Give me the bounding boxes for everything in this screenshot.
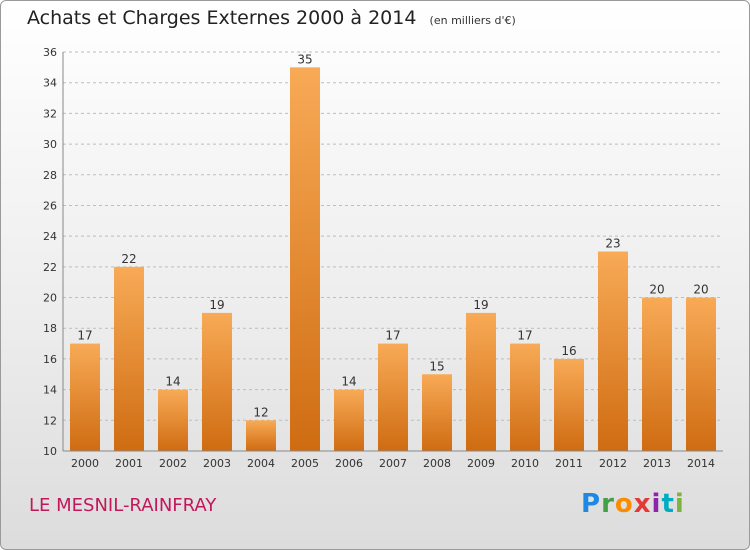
- bar-2002: [158, 389, 188, 451]
- y-tick-label: 22: [43, 261, 57, 274]
- bar-value-label: 20: [649, 283, 664, 297]
- logo-letter: x: [633, 489, 652, 519]
- bar-value-label: 20: [693, 283, 708, 297]
- title-row: Achats et Charges Externes 2000 à 2014 (…: [27, 7, 516, 29]
- bar-value-label: 22: [121, 252, 136, 266]
- x-tick-label: 2004: [247, 457, 275, 470]
- y-tick-label: 20: [43, 292, 57, 305]
- y-tick-label: 18: [43, 322, 57, 335]
- y-tick-label: 26: [43, 199, 57, 212]
- y-tick-label: 10: [43, 445, 57, 458]
- bar-value-label: 17: [77, 329, 92, 343]
- bar-2006: [334, 389, 364, 451]
- logo-letter: i: [674, 489, 685, 519]
- y-tick-label: 36: [43, 46, 57, 59]
- x-tick-label: 2000: [71, 457, 99, 470]
- bar-2007: [378, 343, 408, 451]
- bar-value-label: 17: [385, 329, 400, 343]
- bar-2003: [202, 312, 232, 451]
- x-tick-label: 2001: [115, 457, 143, 470]
- y-tick-label: 24: [43, 230, 57, 243]
- bar-2011: [554, 358, 584, 451]
- x-tick-label: 2013: [643, 457, 671, 470]
- y-tick-label: 30: [43, 138, 57, 151]
- bar-2008: [422, 374, 452, 451]
- logo-letter: o: [614, 489, 634, 519]
- bar-value-label: 14: [341, 375, 356, 389]
- proxiti-logo[interactable]: Proxiti: [581, 489, 685, 519]
- bar-2000: [70, 343, 100, 451]
- x-tick-label: 2007: [379, 457, 407, 470]
- x-tick-label: 2009: [467, 457, 495, 470]
- logo-letter: r: [601, 489, 615, 519]
- y-tick-label: 16: [43, 353, 57, 366]
- chart-unit: (en milliers d'€): [429, 14, 516, 27]
- bar-value-label: 17: [517, 329, 532, 343]
- y-tick-label: 12: [43, 414, 57, 427]
- logo-letter: P: [581, 489, 602, 519]
- bar-value-label: 12: [253, 405, 268, 419]
- x-tick-label: 2011: [555, 457, 583, 470]
- bar-value-label: 19: [473, 298, 488, 312]
- y-tick-label: 14: [43, 384, 57, 397]
- logo-letter: i: [651, 489, 662, 519]
- bar-2014: [686, 297, 716, 451]
- bar-value-label: 16: [561, 344, 576, 358]
- logo-letter: t: [661, 489, 675, 519]
- place-name: LE MESNIL-RAINFRAY: [29, 495, 217, 516]
- x-tick-label: 2006: [335, 457, 363, 470]
- bar-2012: [598, 251, 628, 451]
- bar-value-label: 35: [297, 52, 312, 66]
- bar-2013: [642, 297, 672, 451]
- x-tick-label: 2010: [511, 457, 539, 470]
- x-tick-label: 2002: [159, 457, 187, 470]
- bar-2004: [246, 420, 276, 451]
- x-tick-label: 2005: [291, 457, 319, 470]
- x-tick-label: 2014: [687, 457, 715, 470]
- bar-2001: [114, 266, 144, 451]
- bar-value-label: 15: [429, 359, 444, 373]
- x-tick-label: 2003: [203, 457, 231, 470]
- bar-2010: [510, 343, 540, 451]
- bar-2009: [466, 312, 496, 451]
- y-tick-label: 34: [43, 77, 57, 90]
- bar-value-label: 14: [165, 375, 180, 389]
- x-tick-label: 2008: [423, 457, 451, 470]
- bar-value-label: 19: [209, 298, 224, 312]
- bar-value-label: 23: [605, 237, 620, 251]
- x-tick-label: 2012: [599, 457, 627, 470]
- y-tick-label: 32: [43, 107, 57, 120]
- y-tick-label: 28: [43, 169, 57, 182]
- chart-title: Achats et Charges Externes 2000 à 2014: [27, 7, 417, 29]
- bar-2005: [290, 67, 320, 451]
